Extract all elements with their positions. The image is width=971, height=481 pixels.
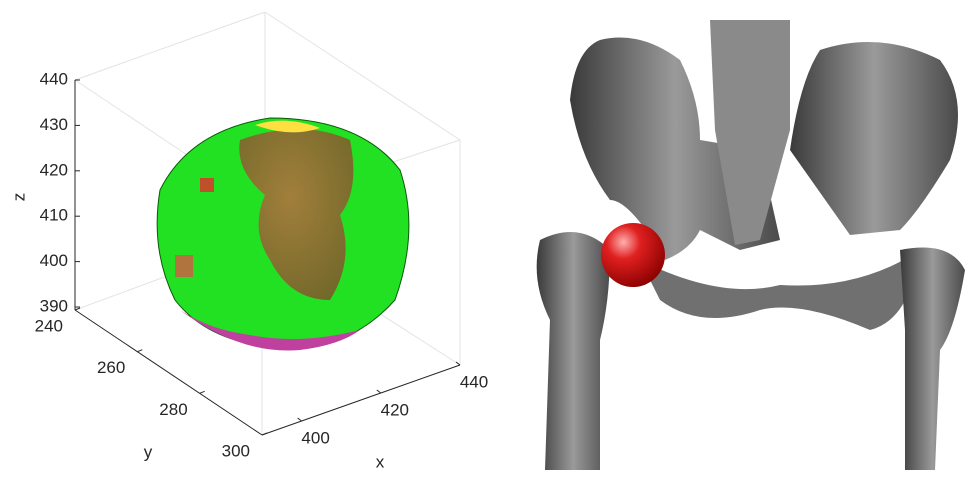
figure: z y x 390 400 410 420 430 440 240 260 280 300 400 4…	[0, 0, 971, 476]
y-tick	[75, 308, 80, 310]
z-tick-label: 400	[40, 251, 68, 270]
y-tick	[137, 350, 142, 352]
y-tick-label: 260	[97, 358, 125, 377]
z-tick-label: 430	[40, 115, 68, 134]
z-tick-label: 420	[40, 160, 68, 179]
z-tick-label: 390	[40, 296, 68, 315]
pelvis-render	[537, 20, 965, 470]
y-axis-label: y	[144, 442, 153, 461]
z-axis-label: z	[9, 193, 28, 202]
y-tick-label: 280	[159, 400, 187, 419]
z-tick-label: 440	[40, 69, 68, 88]
y-tick-label: 240	[35, 316, 63, 335]
x-tick	[456, 362, 460, 365]
x-tick-label: 420	[381, 400, 409, 419]
x-tick-label: 440	[460, 372, 488, 391]
mesh-sphere	[157, 118, 409, 351]
x-axis-label: x	[376, 452, 385, 471]
z-tick-label: 410	[40, 206, 68, 225]
y-tick	[200, 391, 205, 393]
x-tick	[298, 418, 302, 421]
y-tick-label: 300	[222, 441, 250, 460]
x-tick-label: 400	[301, 428, 329, 447]
x-tick	[377, 390, 381, 393]
